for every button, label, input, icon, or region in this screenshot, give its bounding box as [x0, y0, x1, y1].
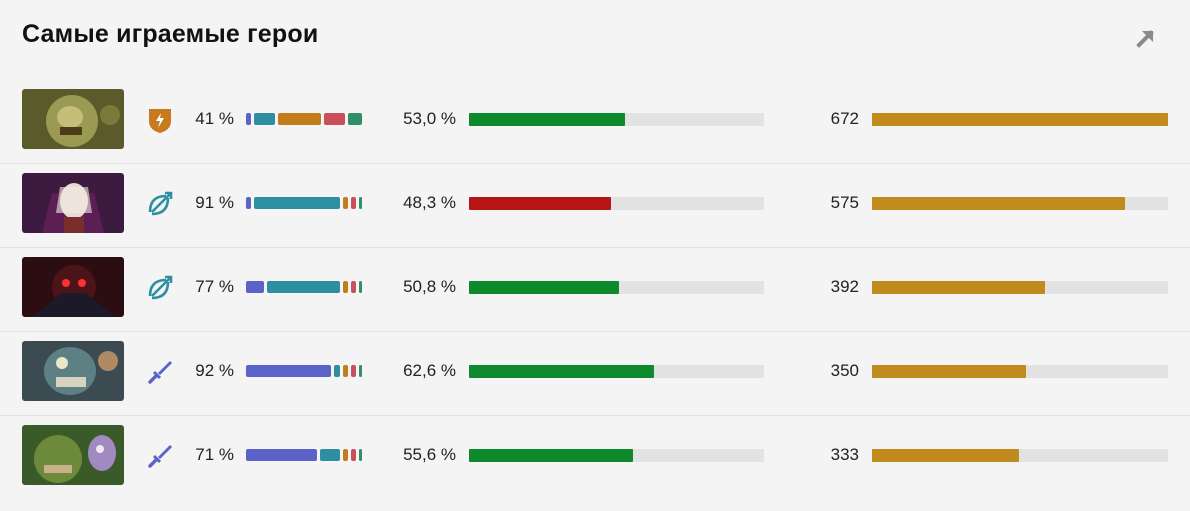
row-divider: [0, 415, 1190, 416]
matches-bar-fill: [872, 365, 1027, 378]
matches-bar: [872, 449, 1168, 462]
ogre-dazzle-portrait-icon[interactable]: [22, 425, 124, 485]
lane-segment: [254, 197, 340, 209]
win-rate-bar-fill: [469, 449, 634, 462]
lane-segment: [246, 365, 331, 377]
matches-bar: [872, 281, 1168, 294]
win-rate-value: 55,6 %: [403, 445, 456, 464]
win-rate-bar: [469, 281, 764, 294]
matches-count: 392: [830, 277, 859, 296]
matches-bar: [872, 113, 1168, 126]
matches-count: 333: [830, 445, 859, 464]
lane-segment: [343, 449, 348, 461]
shield-bolt-icon: [146, 106, 174, 134]
bow-icon: [146, 274, 174, 302]
lane-segment: [254, 113, 275, 125]
win-rate-bar: [469, 197, 764, 210]
hero-row[interactable]: 91 % 48,3 % 575: [0, 164, 1190, 248]
lane-segment: [359, 197, 362, 209]
lane-segment: [359, 365, 362, 377]
win-rate-bar: [469, 113, 764, 126]
lane-segment: [359, 449, 362, 461]
lane-distribution-bar: [246, 197, 362, 211]
matches-bar-fill: [872, 281, 1045, 294]
expand-arrow-icon[interactable]: [1134, 26, 1158, 50]
matches-bar-fill: [872, 113, 1168, 126]
win-rate-bar-fill: [469, 113, 626, 126]
win-rate-value: 62,6 %: [403, 361, 456, 380]
lane-segment: [246, 281, 264, 293]
lane-distribution-bar: [246, 281, 362, 295]
invoker-portrait-icon[interactable]: [22, 173, 124, 233]
lane-percent: 77 %: [195, 277, 234, 296]
win-rate-value: 48,3 %: [403, 193, 456, 212]
lane-segment: [351, 197, 356, 209]
matches-count: 672: [830, 109, 859, 128]
lane-segment: [359, 281, 362, 293]
lane-segment: [351, 365, 356, 377]
win-rate-bar-fill: [469, 365, 654, 378]
sword-icon: [146, 358, 174, 386]
matches-count: 575: [830, 193, 859, 212]
win-rate-bar: [469, 449, 764, 462]
lane-segment: [351, 281, 356, 293]
lane-distribution-bar: [246, 365, 362, 379]
shadow-fiend-portrait-icon[interactable]: [22, 257, 124, 317]
matches-count: 350: [830, 361, 859, 380]
win-rate-value: 53,0 %: [403, 109, 456, 128]
lane-distribution-bar: [246, 449, 362, 463]
lane-percent: 71 %: [195, 445, 234, 464]
matches-bar-fill: [872, 449, 1019, 462]
hero-row[interactable]: 41 % 53,0 % 672: [0, 80, 1190, 164]
lane-segment: [324, 113, 345, 125]
lane-distribution-bar: [246, 113, 362, 127]
lane-segment: [320, 449, 340, 461]
win-rate-bar: [469, 365, 764, 378]
win-rate-bar-fill: [469, 197, 612, 210]
hero-row[interactable]: 92 % 62,6 % 350: [0, 332, 1190, 416]
row-divider: [0, 247, 1190, 248]
hero-row[interactable]: 77 % 50,8 % 392: [0, 248, 1190, 332]
lane-percent: 91 %: [195, 193, 234, 212]
section-title: Самые играемые герои: [22, 20, 319, 48]
lane-segment: [334, 365, 340, 377]
lane-segment: [267, 281, 340, 293]
lane-segment: [343, 365, 348, 377]
row-divider: [0, 331, 1190, 332]
lane-segment: [246, 113, 251, 125]
row-divider: [0, 163, 1190, 164]
lane-segment: [348, 113, 362, 125]
matches-bar: [872, 365, 1168, 378]
matches-bar: [872, 197, 1168, 210]
lifestealer-portrait-icon[interactable]: [22, 341, 124, 401]
lane-segment: [278, 113, 321, 125]
lane-percent: 92 %: [195, 361, 234, 380]
bow-icon: [146, 190, 174, 218]
matches-bar-fill: [872, 197, 1126, 210]
sword-icon: [146, 442, 174, 470]
lane-segment: [246, 197, 251, 209]
pudge-portrait-icon[interactable]: [22, 89, 124, 149]
win-rate-value: 50,8 %: [403, 277, 456, 296]
lane-segment: [343, 281, 348, 293]
lane-segment: [351, 449, 356, 461]
lane-segment: [246, 449, 317, 461]
lane-segment: [343, 197, 348, 209]
lane-percent: 41 %: [195, 109, 234, 128]
win-rate-bar-fill: [469, 281, 619, 294]
hero-row[interactable]: 71 % 55,6 % 333: [0, 416, 1190, 500]
